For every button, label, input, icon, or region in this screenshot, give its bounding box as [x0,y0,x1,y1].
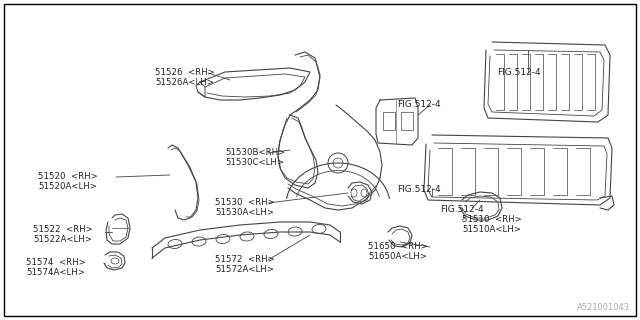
Bar [401,112,413,130]
Text: 51530B<RH>: 51530B<RH> [225,148,285,157]
Text: 51520A<LH>: 51520A<LH> [38,182,97,191]
Text: 51530A<LH>: 51530A<LH> [215,208,274,217]
Text: 51572  <RH>: 51572 <RH> [215,255,275,264]
Text: 51520  <RH>: 51520 <RH> [38,172,98,181]
Text: FIG.512-4: FIG.512-4 [497,68,541,77]
Text: 51574A<LH>: 51574A<LH> [26,268,85,277]
Text: A521001043: A521001043 [577,303,630,312]
Text: 51572A<LH>: 51572A<LH> [215,265,274,274]
Text: 51510A<LH>: 51510A<LH> [462,225,521,234]
Text: 51510  <RH>: 51510 <RH> [462,215,522,224]
Text: 51526A<LH>: 51526A<LH> [155,78,214,87]
Text: 51650  <RH>: 51650 <RH> [368,242,428,251]
Text: 51526  <RH>: 51526 <RH> [155,68,215,77]
Text: 51522A<LH>: 51522A<LH> [33,235,92,244]
Text: 51650A<LH>: 51650A<LH> [368,252,427,261]
Text: 51574  <RH>: 51574 <RH> [26,258,86,267]
Text: 51522  <RH>: 51522 <RH> [33,225,93,234]
Text: FIG.512-4: FIG.512-4 [397,185,440,194]
Text: FIG.512-4: FIG.512-4 [397,100,440,109]
Text: 51530C<LH>: 51530C<LH> [225,158,284,167]
Bar [383,112,395,130]
Text: FIG.512-4: FIG.512-4 [440,205,484,214]
Text: 51530  <RH>: 51530 <RH> [215,198,275,207]
